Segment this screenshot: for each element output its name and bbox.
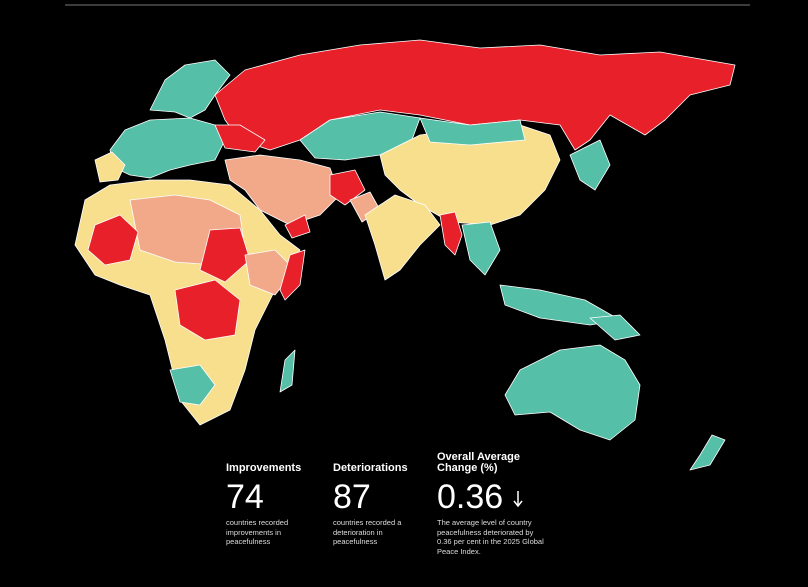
country bbox=[284, 214, 311, 239]
country bbox=[169, 364, 216, 406]
country bbox=[149, 59, 231, 119]
stat-description: countries recorded a deterioration in pe… bbox=[333, 518, 402, 546]
stat-improvements: Improvements 74 countries recorded impro… bbox=[226, 463, 326, 547]
stat-description: countries recorded improvements in peace… bbox=[226, 518, 289, 546]
countries bbox=[74, 39, 736, 471]
country bbox=[569, 139, 611, 191]
stat-heading: Overall Average Change (%) bbox=[437, 451, 520, 474]
stat-value: 87 bbox=[333, 478, 371, 516]
stat-value: 74 bbox=[226, 478, 264, 516]
stat-heading: Deteriorations bbox=[333, 462, 408, 474]
country bbox=[329, 169, 366, 206]
country bbox=[689, 434, 726, 471]
country bbox=[109, 117, 226, 179]
country bbox=[279, 249, 306, 301]
country bbox=[589, 314, 641, 341]
country bbox=[174, 279, 241, 341]
stat-change: Overall Average Change (%) 0.36 The aver… bbox=[437, 452, 547, 556]
country bbox=[224, 154, 341, 226]
down-arrow-icon bbox=[513, 491, 523, 508]
stat-description: The average level of country peacefulnes… bbox=[437, 518, 544, 556]
country bbox=[199, 227, 251, 283]
country bbox=[439, 211, 463, 256]
stat-value: 0.36 bbox=[437, 478, 504, 516]
country bbox=[419, 117, 526, 146]
country bbox=[214, 124, 266, 153]
country bbox=[364, 194, 441, 281]
country bbox=[461, 221, 501, 276]
country bbox=[279, 349, 296, 393]
stat-deteriorations: Deteriorations 87 countries recorded a d… bbox=[333, 463, 433, 547]
country bbox=[87, 214, 139, 266]
country bbox=[504, 344, 641, 441]
stat-heading: Improvements bbox=[226, 462, 302, 474]
country bbox=[94, 151, 126, 183]
